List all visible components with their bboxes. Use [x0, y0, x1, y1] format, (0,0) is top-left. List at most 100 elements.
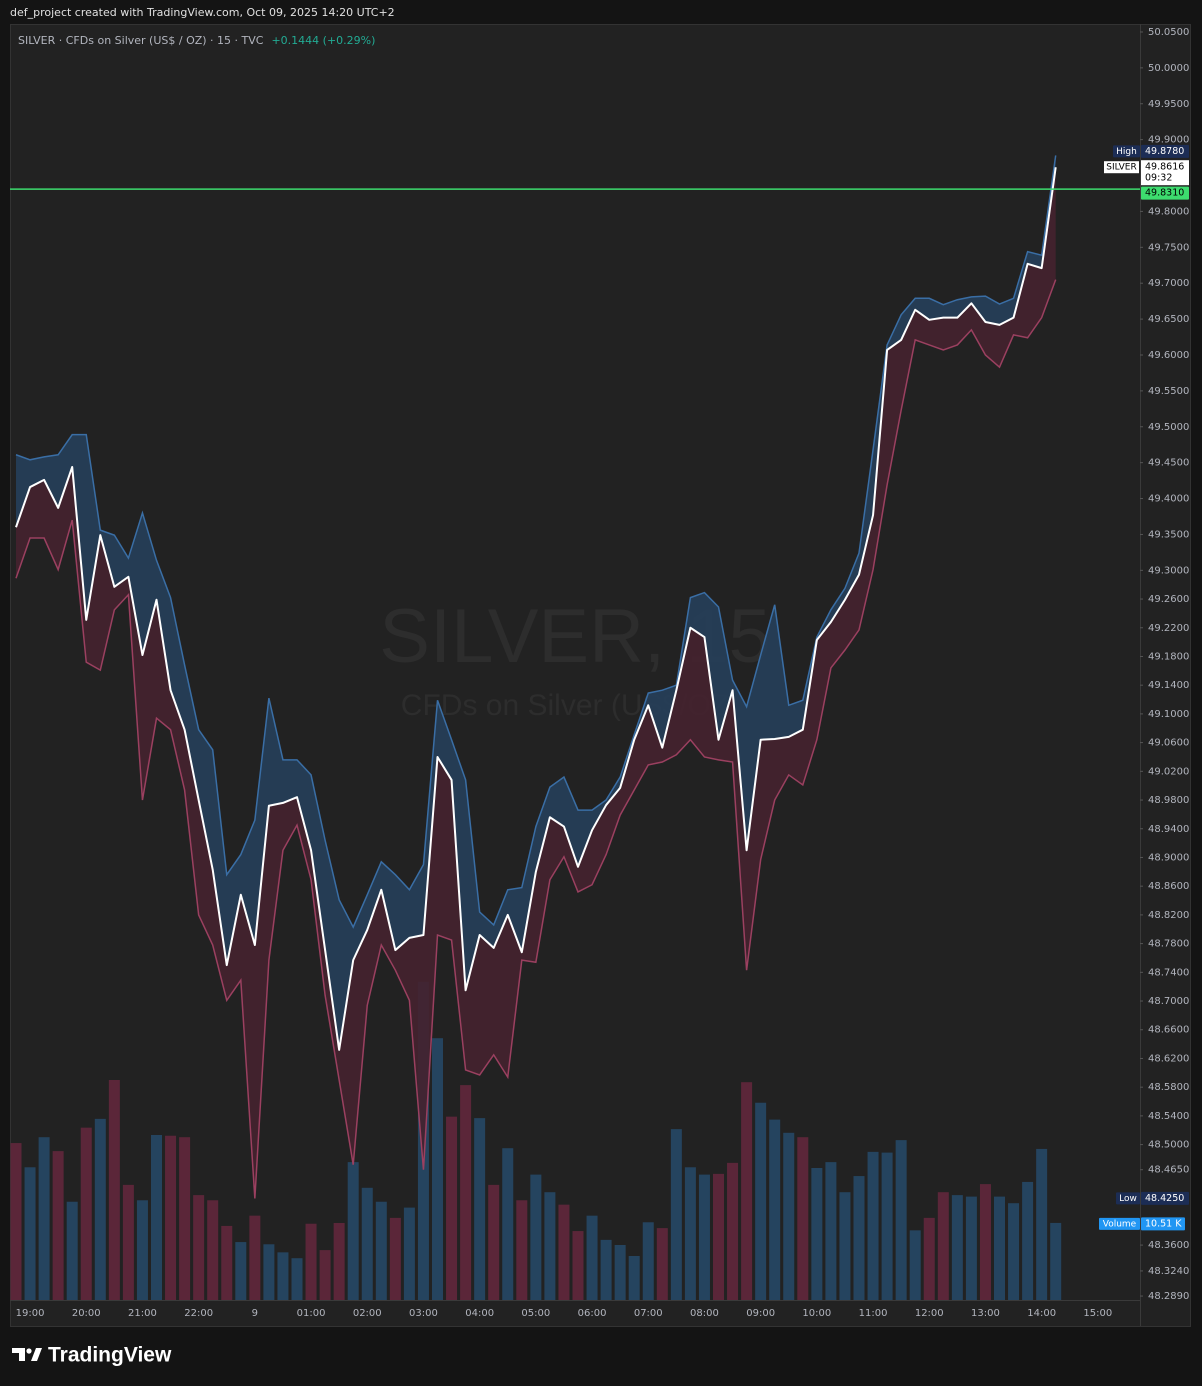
- logo-slash: [31, 1348, 42, 1361]
- x-tick-label: 03:00: [409, 1308, 438, 1319]
- low-badge-value-box: [1141, 1191, 1189, 1205]
- volume-bar: [66, 1201, 78, 1300]
- volume-bar: [80, 1127, 92, 1300]
- y-tick-label: 49.1800: [1148, 651, 1189, 662]
- volume-badge-value: 10.51 K: [1145, 1218, 1182, 1229]
- legend-symbol: SILVER · CFDs on Silver (US$ / OZ) · 15 …: [18, 34, 264, 47]
- y-tick-label: 49.1000: [1148, 709, 1189, 720]
- y-tick-label: 48.3600: [1148, 1240, 1189, 1251]
- high-badge-label-box: [1113, 145, 1140, 158]
- x-tick-label: 07:00: [634, 1308, 663, 1319]
- last-label: SILVER: [1106, 163, 1137, 173]
- volume-bar: [713, 1173, 724, 1300]
- attribution: def_project created with TradingView.com…: [10, 6, 395, 19]
- level-badge-value: 49.8310: [1145, 188, 1184, 199]
- y-tick-label: 49.5000: [1148, 422, 1189, 433]
- volume-bar: [10, 1143, 22, 1300]
- high-badge-value: 49.8780: [1145, 146, 1184, 157]
- close-line: [15, 167, 1057, 1051]
- last-value-box: [1141, 160, 1189, 186]
- volume-badge-label-box: [1099, 1217, 1140, 1230]
- y-tick-label: 49.8000: [1148, 206, 1189, 217]
- y-tick-label: 48.2890: [1148, 1291, 1189, 1302]
- volume-bar: [221, 1225, 233, 1300]
- y-tick-label: 50.0000: [1148, 63, 1189, 74]
- volume-bar: [642, 1222, 654, 1300]
- y-tick-label: 48.8600: [1148, 881, 1189, 892]
- volume-bar: [881, 1152, 893, 1300]
- x-tick-label: 04:00: [465, 1308, 494, 1319]
- x-tick-label: 10:00: [802, 1308, 831, 1319]
- volume-bar: [979, 1184, 991, 1300]
- volume-bar: [460, 1085, 472, 1300]
- low-badge-label-box: [1116, 1192, 1140, 1205]
- volume-bar: [1008, 1203, 1020, 1300]
- y-tick-label: 49.9000: [1148, 135, 1189, 146]
- x-tick-label: 15:00: [1083, 1308, 1112, 1319]
- y-tick-label: 48.9000: [1148, 852, 1189, 863]
- y-tick-label: 49.4000: [1148, 494, 1189, 505]
- volume-bar: [193, 1195, 205, 1300]
- volume-bar: [94, 1118, 106, 1300]
- volume-bar: [305, 1223, 317, 1300]
- y-tick-label: 49.6000: [1148, 350, 1189, 361]
- volume-bar: [249, 1215, 261, 1300]
- volume-bar: [516, 1200, 528, 1300]
- volume-bar: [994, 1196, 1005, 1300]
- high-badge-value-box: [1141, 144, 1189, 158]
- brand: TradingView: [48, 1344, 172, 1367]
- volume-bar: [544, 1192, 556, 1300]
- volume-bar: [811, 1168, 823, 1300]
- level-badge-value-box: [1141, 186, 1189, 200]
- volume-bar: [965, 1196, 977, 1300]
- y-tick-label: 49.3000: [1148, 565, 1189, 576]
- high-badge-label: High: [1116, 147, 1137, 157]
- volume-bar: [263, 1244, 275, 1300]
- x-tick-label: 02:00: [353, 1308, 382, 1319]
- low-badge-label: Low: [1119, 1194, 1137, 1204]
- y-tick-label: 48.5800: [1148, 1082, 1189, 1093]
- logo-dot: [26, 1348, 32, 1354]
- volume-bar: [558, 1204, 570, 1300]
- volume-bar: [235, 1242, 247, 1300]
- volume-bar: [628, 1256, 640, 1300]
- volume-bar: [698, 1174, 710, 1300]
- x-tick-label: 12:00: [915, 1308, 944, 1319]
- volume-bar: [389, 1217, 401, 1300]
- volume-bar: [375, 1201, 387, 1300]
- volume-bar: [1036, 1148, 1048, 1300]
- volume-bar: [347, 1162, 359, 1300]
- y-tick-label: 49.6500: [1148, 314, 1189, 325]
- volume-bar: [488, 1184, 500, 1300]
- y-tick-label: 49.3500: [1148, 529, 1189, 540]
- y-tick-label: 48.4650: [1148, 1165, 1189, 1176]
- plot: 50.0500 50.0000 49.9500 49.9000 49.8000 49.75…: [10, 27, 1189, 1319]
- volume-bar: [403, 1207, 415, 1300]
- brand-logo: TradingView: [12, 1344, 172, 1367]
- y-tick-label: 49.1400: [1148, 680, 1189, 691]
- chart-panel: [10, 24, 1191, 1327]
- volume-bar: [1050, 1222, 1062, 1300]
- y-tick-label: 48.5000: [1148, 1140, 1189, 1151]
- volume-bar: [277, 1252, 289, 1300]
- volume-bar: [656, 1228, 668, 1300]
- y-tick-label: 50.0500: [1148, 27, 1189, 38]
- volume-badge-label: Volume: [1103, 1219, 1137, 1229]
- x-tick-label: 22:00: [184, 1308, 213, 1319]
- volume-badge-value-box: [1141, 1217, 1185, 1231]
- volume-bar: [530, 1174, 542, 1300]
- volume-bar: [937, 1192, 949, 1300]
- volume-bar: [586, 1215, 598, 1300]
- x-tick-label: 05:00: [521, 1308, 550, 1319]
- volume-bar: [867, 1151, 879, 1300]
- y-tick-label: 49.0200: [1148, 766, 1189, 777]
- y-tick-label: 48.5400: [1148, 1111, 1189, 1122]
- volume-bar: [951, 1195, 963, 1300]
- y-tick-label: 49.5500: [1148, 386, 1189, 397]
- y-tick-label: 49.2200: [1148, 623, 1189, 634]
- volume-bar: [207, 1200, 219, 1300]
- volume-bar: [319, 1250, 331, 1300]
- volume-bar: [797, 1137, 809, 1300]
